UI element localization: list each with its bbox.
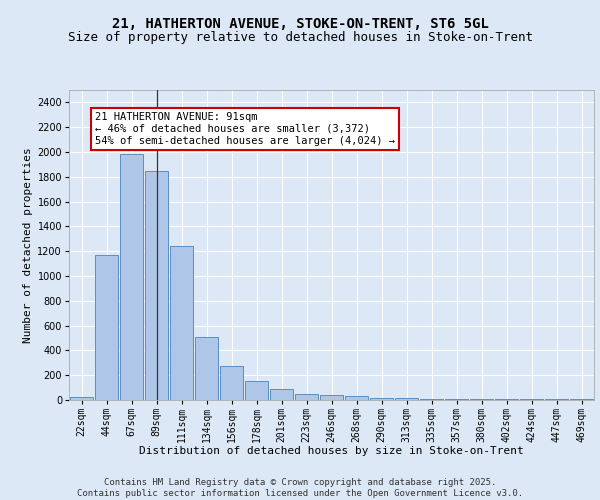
Bar <box>120 154 143 400</box>
X-axis label: Distribution of detached houses by size in Stoke-on-Trent: Distribution of detached houses by size … <box>139 446 524 456</box>
Bar <box>345 396 368 400</box>
Bar <box>170 246 193 400</box>
Bar <box>245 381 268 400</box>
Bar <box>145 170 168 400</box>
Text: 21 HATHERTON AVENUE: 91sqm
← 46% of detached houses are smaller (3,372)
54% of s: 21 HATHERTON AVENUE: 91sqm ← 46% of deta… <box>95 112 395 146</box>
Y-axis label: Number of detached properties: Number of detached properties <box>23 147 33 343</box>
Bar <box>220 366 243 400</box>
Bar <box>270 389 293 400</box>
Text: 21, HATHERTON AVENUE, STOKE-ON-TRENT, ST6 5GL: 21, HATHERTON AVENUE, STOKE-ON-TRENT, ST… <box>112 18 488 32</box>
Bar <box>320 395 343 400</box>
Text: Contains HM Land Registry data © Crown copyright and database right 2025.
Contai: Contains HM Land Registry data © Crown c… <box>77 478 523 498</box>
Text: Size of property relative to detached houses in Stoke-on-Trent: Size of property relative to detached ho… <box>67 31 533 44</box>
Bar <box>195 337 218 400</box>
Bar <box>395 398 418 400</box>
Bar <box>295 394 318 400</box>
Bar <box>70 397 93 400</box>
Bar <box>370 398 393 400</box>
Bar <box>95 255 118 400</box>
